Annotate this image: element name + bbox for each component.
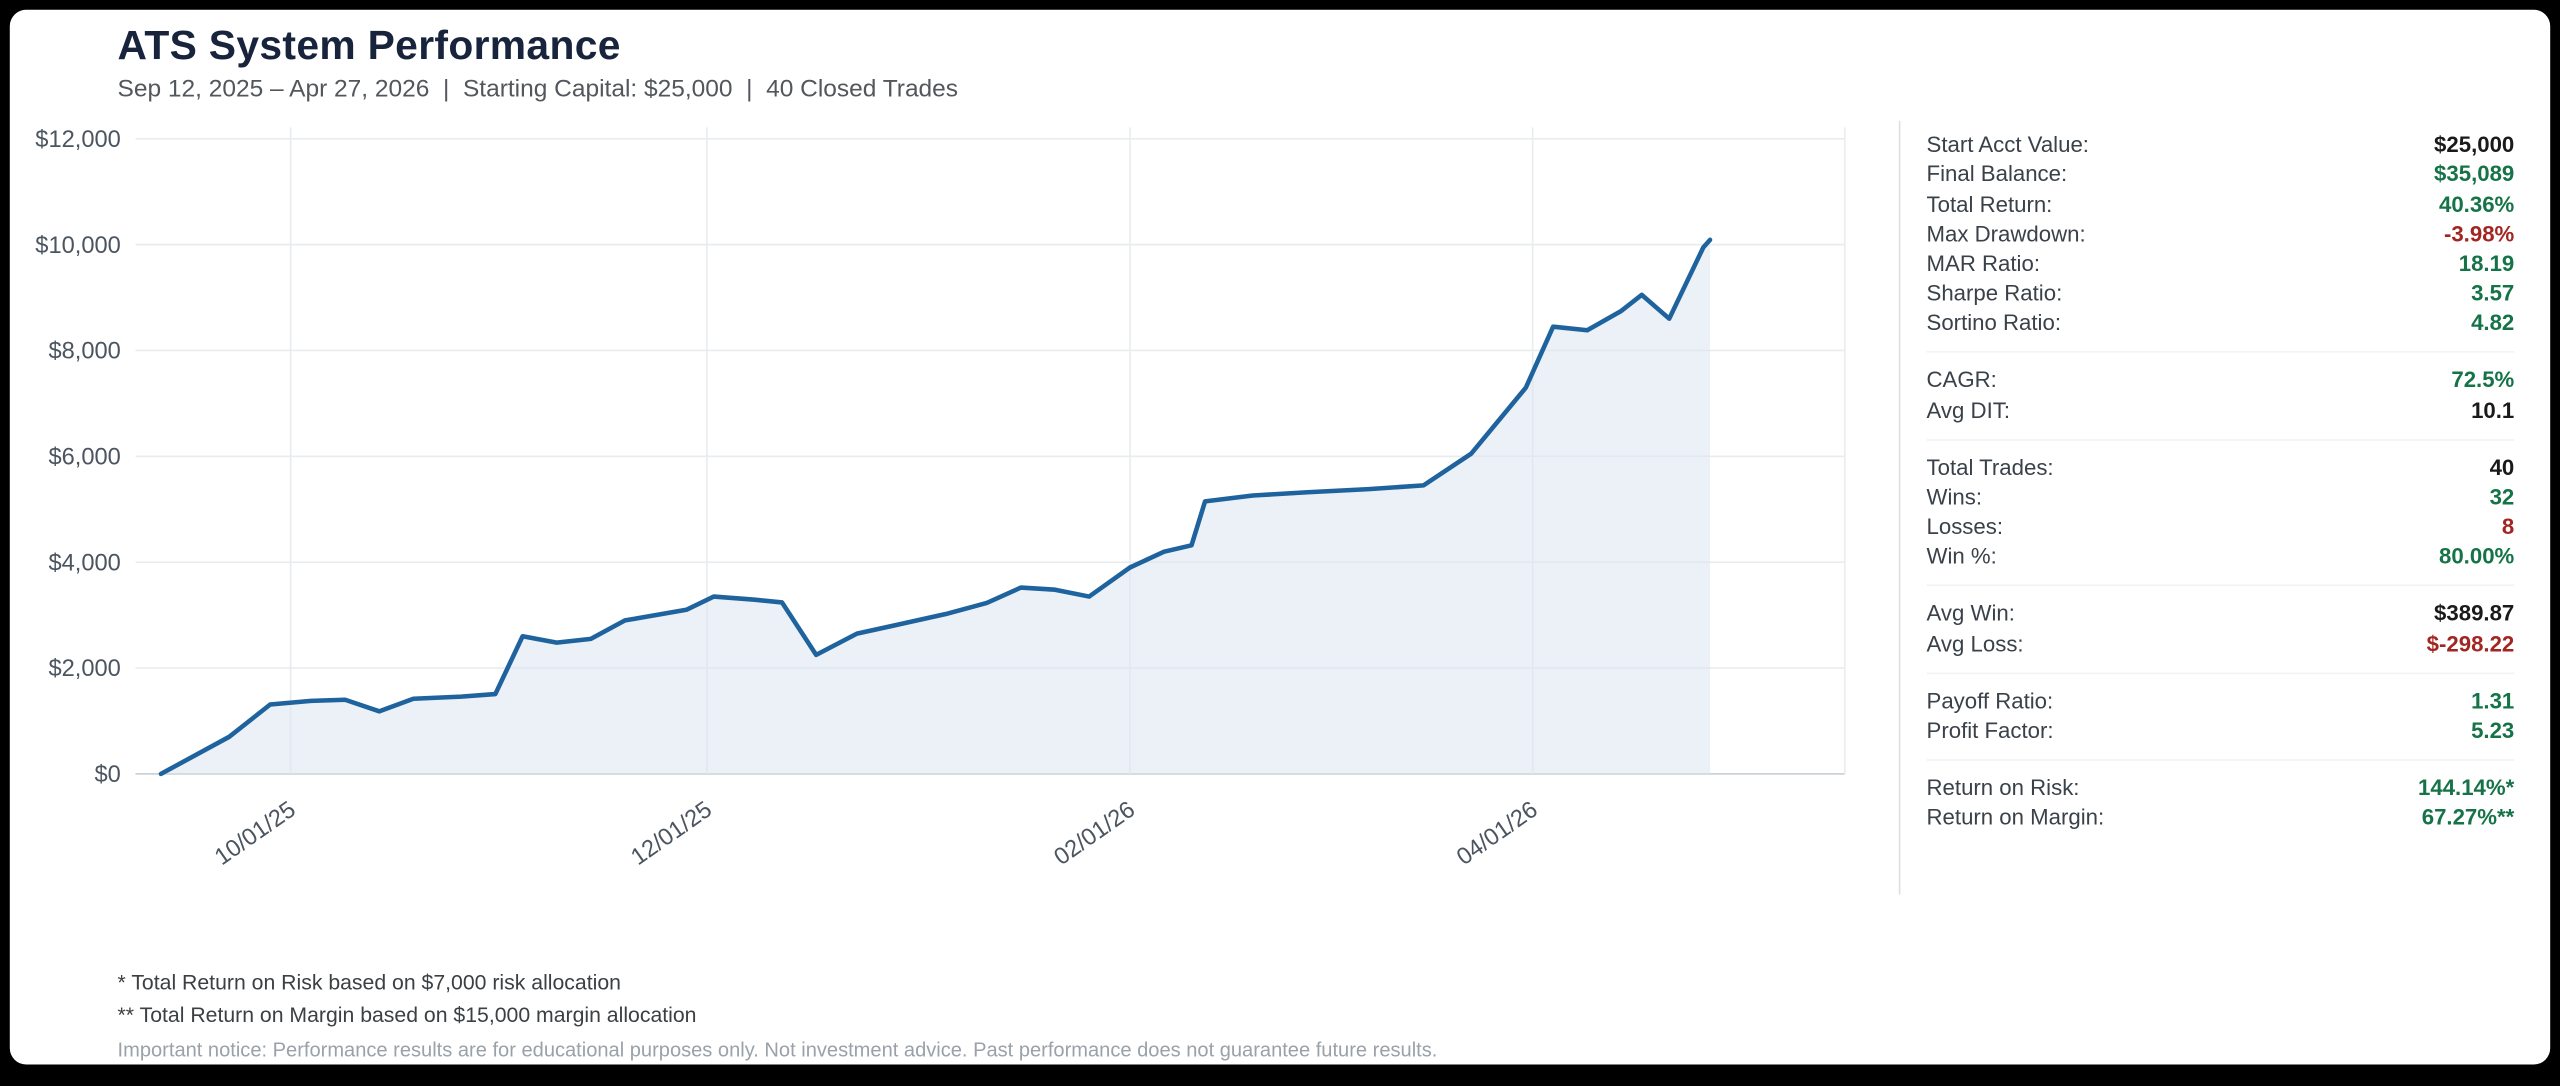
stat-label-max-drawdown: Max Drawdown: [1926, 221, 2086, 247]
stat-row-final-balance: Final Balance: $35,089 [1927, 160, 2515, 190]
stat-label-final-balance: Final Balance: [1926, 162, 2068, 187]
stat-row-win: Win %: 80.00% [1927, 542, 2515, 572]
stat-value-final-balance: $35,089 [2434, 162, 2515, 187]
stat-row-profit-factor: Profit Factor: 5.23 [1927, 716, 2515, 746]
stat-label-return-on-risk: Return on Risk: [1926, 775, 2080, 801]
x-tick-label: 04/01/26 [1452, 797, 1542, 871]
stat-group: Start Acct Value: $25,000 Final Balance: $3… [1927, 131, 2515, 339]
stat-row-payoff-ratio: Payoff Ratio: 1.31 [1927, 687, 2515, 717]
stat-label-return-on-margin: Return on Margin: [1926, 805, 2105, 830]
stat-group: Avg Win: $389.87 Avg Loss: $-298.22 [1926, 584, 2515, 659]
disclaimer-text: Important notice: Performance results ar… [117, 1038, 1438, 1062]
equity-line [158, 237, 1713, 777]
y-tick-label: $10,000 [35, 233, 121, 259]
stat-value-win: 80.00% [2439, 544, 2515, 569]
stat-label-payoff-ratio: Payoff Ratio: [1926, 688, 2054, 714]
stat-label-avg-dit: Avg DIT: [1926, 397, 2010, 423]
stat-value-mar-ratio: 18.19 [2458, 251, 2515, 276]
stat-label-avg-loss: Avg Loss: [1926, 631, 2024, 656]
y-tick-label: $6,000 [48, 444, 120, 470]
x-tick-label: 02/01/26 [1050, 797, 1140, 871]
stats-panel: Start Acct Value: $25,000 Final Balance: $3… [1926, 131, 2515, 833]
stat-value-return-on-margin: 67.27%** [2421, 805, 2515, 830]
stat-label-avg-win: Avg Win: [1926, 601, 2015, 626]
stat-label-cagr: CAGR: [1926, 367, 1997, 393]
stat-value-total-trades: 40 [2489, 455, 2515, 480]
stat-row-total-trades: Total Trades: 40 [1927, 453, 2515, 483]
stat-row-start-acct-value: Start Acct Value: $25,000 [1927, 131, 2515, 161]
x-tick-label: 12/01/25 [627, 797, 717, 871]
stat-row-sharpe-ratio: Sharpe Ratio: 3.57 [1927, 279, 2515, 309]
stat-value-sortino-ratio: 4.82 [2471, 310, 2515, 336]
stat-row-sortino-ratio: Sortino Ratio: 4.82 [1927, 309, 2515, 339]
stat-value-profit-factor: 5.23 [2471, 718, 2515, 743]
stat-row-total-return: Total Return: 40.36% [1927, 190, 2515, 220]
footnote-risk-allocation: * Total Return on Risk based on $7,000 r… [117, 969, 621, 995]
stat-label-losses: Losses: [1926, 514, 2004, 539]
stat-value-wins: 32 [2489, 484, 2515, 510]
stat-row-avg-win: Avg Win: $389.87 [1927, 600, 2515, 630]
y-tick-label: $0 [94, 762, 120, 788]
footnotes: * Total Return on Risk based on $7,000 r… [118, 970, 697, 1035]
stat-row-return-on-margin: Return on Margin: 67.27%** [1927, 803, 2515, 833]
stat-label-win: Win %: [1926, 544, 1997, 569]
stat-label-sharpe-ratio: Sharpe Ratio: [1926, 280, 2063, 306]
x-tick-label: 10/01/25 [210, 797, 300, 871]
y-tick-label: $4,000 [48, 550, 120, 576]
stat-label-sortino-ratio: Sortino Ratio: [1926, 310, 2061, 336]
stat-row-return-on-risk: Return on Risk: 144.14%* [1927, 774, 2515, 804]
stat-value-losses: 8 [2501, 514, 2515, 539]
stat-value-return-on-risk: 144.14%* [2418, 775, 2515, 801]
stat-group: Payoff Ratio: 1.31 Profit Factor: 5.23 [1926, 671, 2515, 746]
page-title: ATS System Performance [117, 22, 621, 69]
stat-value-total-return: 40.36% [2439, 191, 2515, 217]
stat-row-losses: Losses: 8 [1927, 512, 2515, 542]
stat-group: Total Trades: 40 Wins: 32 Losses: 8 Win %: 80.0… [1926, 438, 2515, 572]
stat-value-start-acct-value: $25,000 [2434, 132, 2515, 158]
stat-label-total-return: Total Return: [1926, 191, 2053, 217]
stat-value-max-drawdown: -3.98% [2443, 221, 2515, 247]
stat-value-avg-win: $389.87 [2434, 601, 2515, 626]
footnote-margin-allocation: ** Total Return on Margin based on $15,0… [117, 1002, 697, 1027]
stat-row-mar-ratio: MAR Ratio: 18.19 [1927, 249, 2515, 279]
y-tick-label: $2,000 [48, 656, 120, 682]
stat-row-max-drawdown: Max Drawdown: -3.98% [1927, 220, 2515, 250]
stat-row-cagr: CAGR: 72.5% [1927, 366, 2515, 396]
y-tick-label: $8,000 [48, 339, 120, 365]
stat-label-mar-ratio: MAR Ratio: [1926, 251, 2040, 276]
stat-group: CAGR: 72.5% Avg DIT: 10.1 [1926, 351, 2515, 426]
stat-label-profit-factor: Profit Factor: [1926, 718, 2054, 743]
stat-value-avg-dit: 10.1 [2471, 397, 2515, 423]
stat-value-sharpe-ratio: 3.57 [2471, 280, 2515, 306]
stat-value-cagr: 72.5% [2451, 367, 2515, 393]
stat-row-avg-dit: Avg DIT: 10.1 [1927, 396, 2515, 426]
stat-value-avg-loss: $-298.22 [2426, 631, 2515, 656]
stat-label-wins: Wins: [1926, 484, 1983, 510]
page-subtitle: Sep 12, 2025 – Apr 27, 2026 | Starting C… [117, 75, 959, 103]
stat-value-payoff-ratio: 1.31 [2471, 688, 2515, 714]
stat-row-wins: Wins: 32 [1927, 483, 2515, 513]
vertical-divider [1898, 120, 1901, 895]
performance-report-card: ATS System Performance Sep 12, 2025 – Ap… [9, 9, 2551, 1065]
equity-curve-chart: $0 $2,000 $4,000 $6,000 $8,000 $10,000 $12,000… [35, 127, 1846, 871]
stat-label-total-trades: Total Trades: [1926, 455, 2054, 480]
stat-label-start-acct-value: Start Acct Value: [1926, 132, 2089, 158]
stat-group: Return on Risk: 144.14%* Return on Margin:… [1926, 759, 2515, 833]
equity-area-fill [160, 239, 1711, 774]
y-tick-label: $12,000 [35, 127, 121, 153]
stat-row-avg-loss: Avg Loss: $-298.22 [1927, 629, 2515, 659]
